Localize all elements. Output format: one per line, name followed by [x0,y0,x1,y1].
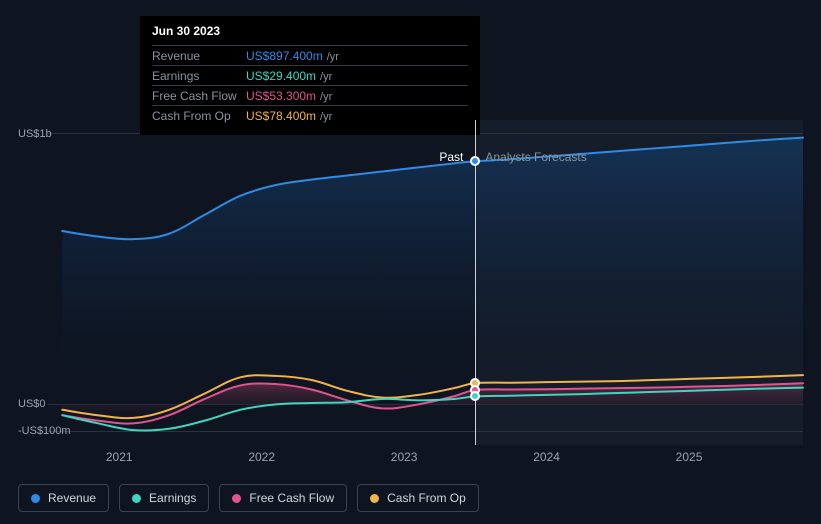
legend-marker-icon [370,494,379,503]
x-axis-tick: 2023 [391,450,418,464]
chart-legend: Revenue Earnings Free Cash Flow Cash From O… [18,484,479,512]
y-axis-tick: -US$100m [18,425,71,437]
tooltip-row-value: US$53.300m [246,89,316,103]
legend-label: Free Cash Flow [249,491,334,505]
tooltip-row-unit: /yr [320,111,332,123]
legend-item-cash_from_op[interactable]: Cash From Op [357,484,479,512]
tooltip-row-label: Revenue [152,49,246,63]
tooltip-row-label: Cash From Op [152,109,246,123]
x-axis-tick: 2025 [676,450,703,464]
tooltip-row: EarningsUS$29.400m/yr [152,65,468,85]
tooltip-row-label: Free Cash Flow [152,89,246,103]
tooltip-row-value: US$78.400m [246,109,316,123]
tooltip-row: Free Cash FlowUS$53.300m/yr [152,85,468,105]
chart-svg[interactable] [18,120,803,450]
tooltip-row-value: US$897.400m [246,49,323,63]
y-axis-tick: US$1b [18,128,52,140]
tooltip-row-unit: /yr [327,51,339,63]
tooltip-date: Jun 30 2023 [152,24,468,43]
y-axis-tick: US$0 [18,398,46,410]
hover-marker-revenue [470,156,480,166]
legend-marker-icon [132,494,141,503]
legend-marker-icon [31,494,40,503]
legend-label: Revenue [48,491,96,505]
legend-marker-icon [232,494,241,503]
tooltip-row-label: Earnings [152,69,246,83]
hover-marker-earnings [470,391,480,401]
region-label-forecast: Analysts Forecasts [485,150,586,164]
legend-item-free_cash_flow[interactable]: Free Cash Flow [219,484,347,512]
legend-item-earnings[interactable]: Earnings [119,484,209,512]
tooltip-row-unit: /yr [320,71,332,83]
chart-tooltip: Jun 30 2023 RevenueUS$897.400m/yrEarning… [140,16,480,135]
legend-item-revenue[interactable]: Revenue [18,484,109,512]
legend-label: Earnings [149,491,196,505]
x-axis-tick: 2024 [533,450,560,464]
tooltip-row: RevenueUS$897.400m/yr [152,45,468,65]
legend-label: Cash From Op [387,491,466,505]
region-label-past: Past [439,150,463,164]
x-axis-tick: 2022 [248,450,275,464]
tooltip-row-value: US$29.400m [246,69,316,83]
x-axis-tick: 2021 [106,450,133,464]
tooltip-row: Cash From OpUS$78.400m/yr [152,105,468,125]
tooltip-row-unit: /yr [320,91,332,103]
